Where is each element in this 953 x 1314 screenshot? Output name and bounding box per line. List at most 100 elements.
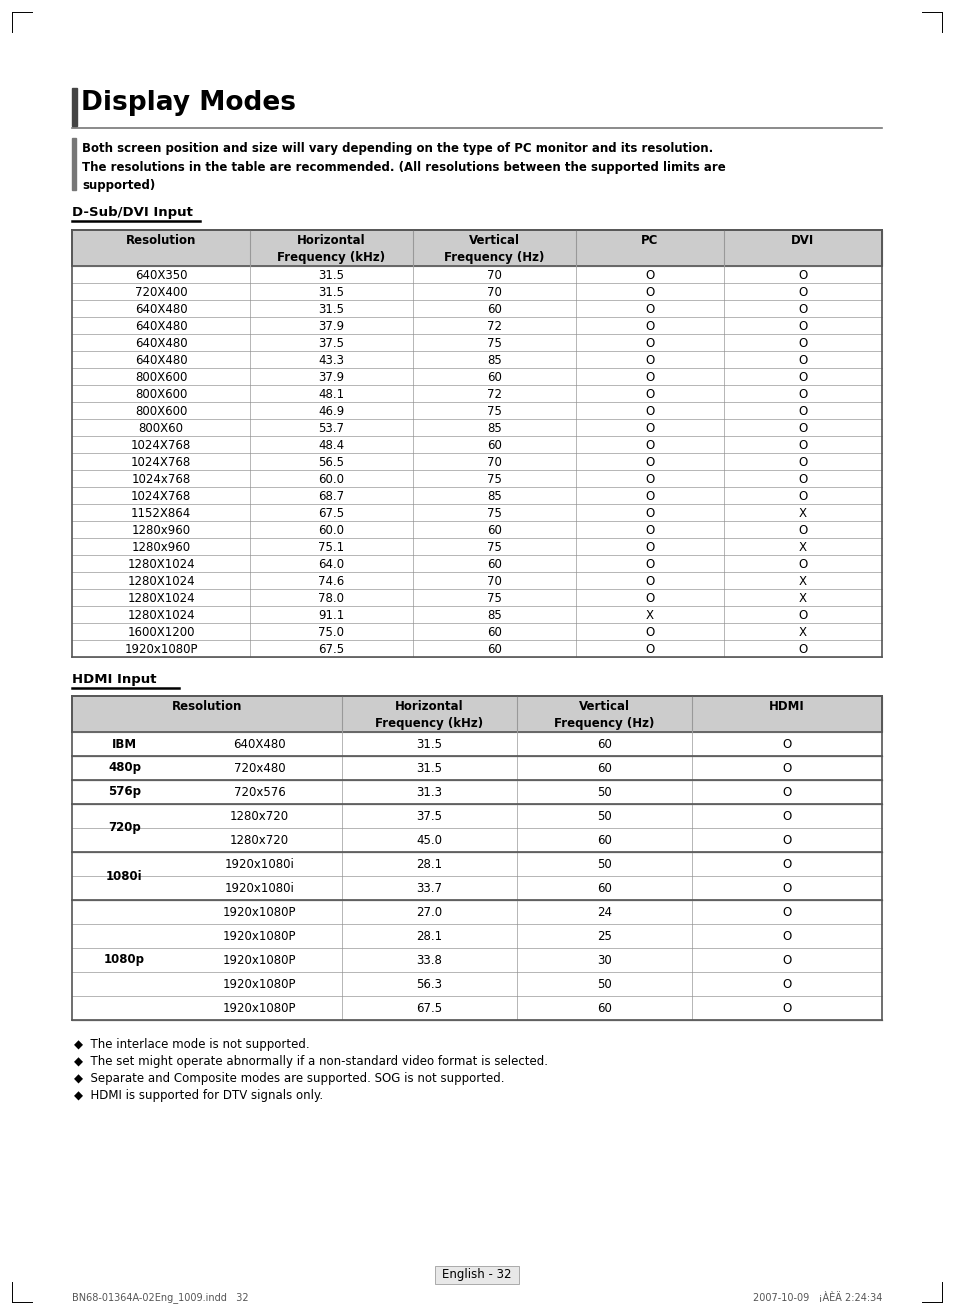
Text: O: O: [644, 269, 654, 283]
Text: 50: 50: [597, 786, 611, 799]
Text: 72: 72: [486, 321, 501, 332]
Text: ◆  The interlace mode is not supported.: ◆ The interlace mode is not supported.: [74, 1038, 310, 1051]
Text: 68.7: 68.7: [318, 490, 344, 503]
Text: X: X: [645, 608, 654, 622]
Text: O: O: [644, 321, 654, 332]
Text: 31.5: 31.5: [318, 269, 344, 283]
Text: 53.7: 53.7: [318, 422, 344, 435]
Text: O: O: [798, 321, 807, 332]
Text: O: O: [644, 286, 654, 300]
Text: 1280x960: 1280x960: [132, 524, 191, 537]
Text: 31.5: 31.5: [416, 762, 442, 775]
Text: Vertical
Frequency (Hz): Vertical Frequency (Hz): [444, 234, 544, 264]
Text: O: O: [644, 490, 654, 503]
Text: O: O: [798, 558, 807, 572]
Text: O: O: [798, 269, 807, 283]
Text: 25: 25: [597, 930, 611, 943]
Text: 720x576: 720x576: [233, 786, 285, 799]
Text: O: O: [798, 405, 807, 418]
Text: O: O: [781, 930, 791, 943]
Text: 60: 60: [597, 738, 611, 752]
Text: 1280X1024: 1280X1024: [127, 576, 194, 587]
Text: 70: 70: [487, 286, 501, 300]
Text: O: O: [798, 388, 807, 401]
Text: O: O: [798, 422, 807, 435]
Text: 640X350: 640X350: [134, 269, 187, 283]
Text: O: O: [798, 473, 807, 486]
Text: 640X480: 640X480: [134, 304, 187, 315]
Text: 78.0: 78.0: [318, 593, 344, 604]
Text: 1920x1080P: 1920x1080P: [222, 930, 296, 943]
Text: X: X: [799, 541, 806, 555]
Text: O: O: [798, 524, 807, 537]
Text: Horizontal
Frequency (kHz): Horizontal Frequency (kHz): [277, 234, 385, 264]
Text: O: O: [644, 593, 654, 604]
Text: 1280x720: 1280x720: [230, 834, 289, 848]
Text: 28.1: 28.1: [416, 858, 442, 871]
Text: O: O: [644, 304, 654, 315]
Text: X: X: [799, 593, 806, 604]
Text: 75: 75: [487, 593, 501, 604]
Text: 75: 75: [487, 541, 501, 555]
Text: 60: 60: [487, 439, 501, 452]
Text: X: X: [799, 507, 806, 520]
Text: 60.0: 60.0: [318, 473, 344, 486]
Text: 31.5: 31.5: [416, 738, 442, 752]
Text: 30: 30: [597, 954, 611, 967]
Text: O: O: [798, 371, 807, 384]
Text: 31.3: 31.3: [416, 786, 442, 799]
Text: 75: 75: [487, 336, 501, 350]
Text: 720p: 720p: [108, 821, 141, 834]
Text: 1920x1080P: 1920x1080P: [222, 954, 296, 967]
Text: 70: 70: [487, 269, 501, 283]
Text: 1920x1080P: 1920x1080P: [222, 1003, 296, 1014]
Text: Resolution: Resolution: [172, 700, 242, 714]
Text: 800X600: 800X600: [134, 405, 187, 418]
Text: O: O: [644, 524, 654, 537]
Text: O: O: [644, 625, 654, 639]
Text: 31.5: 31.5: [318, 304, 344, 315]
Text: 1600X1200: 1600X1200: [127, 625, 194, 639]
Text: O: O: [781, 834, 791, 848]
Text: 1024x768: 1024x768: [132, 473, 191, 486]
Text: 60: 60: [487, 524, 501, 537]
Text: O: O: [644, 439, 654, 452]
Bar: [71, 230, 882, 265]
Text: 45.0: 45.0: [416, 834, 442, 848]
Text: O: O: [798, 490, 807, 503]
Text: PC: PC: [640, 234, 658, 247]
Text: 74.6: 74.6: [318, 576, 344, 587]
Text: 1280X1024: 1280X1024: [127, 558, 194, 572]
Text: Display Modes: Display Modes: [81, 89, 295, 116]
Text: 75.0: 75.0: [318, 625, 344, 639]
Text: 1920x1080P: 1920x1080P: [222, 978, 296, 991]
Text: 50: 50: [597, 978, 611, 991]
Text: ◆  The set might operate abnormally if a non-standard video format is selected.: ◆ The set might operate abnormally if a …: [74, 1055, 547, 1068]
Text: 640X480: 640X480: [134, 321, 187, 332]
Bar: [71, 696, 882, 732]
Text: 1280X1024: 1280X1024: [127, 593, 194, 604]
Text: 70: 70: [487, 576, 501, 587]
Text: 67.5: 67.5: [318, 507, 344, 520]
Text: 1920x1080i: 1920x1080i: [224, 858, 294, 871]
Text: 75: 75: [487, 507, 501, 520]
Text: 31.5: 31.5: [318, 286, 344, 300]
Text: 60: 60: [487, 625, 501, 639]
Text: 640X480: 640X480: [134, 336, 187, 350]
Text: 60: 60: [597, 1003, 611, 1014]
Text: 720x480: 720x480: [233, 762, 285, 775]
Text: 85: 85: [487, 490, 501, 503]
Text: 46.9: 46.9: [318, 405, 344, 418]
Text: 1080i: 1080i: [106, 870, 143, 883]
Text: O: O: [644, 371, 654, 384]
Text: 56.5: 56.5: [318, 456, 344, 469]
Text: O: O: [781, 762, 791, 775]
Text: 70: 70: [487, 456, 501, 469]
Text: 60: 60: [487, 371, 501, 384]
Text: 1280x720: 1280x720: [230, 809, 289, 823]
Text: O: O: [798, 643, 807, 656]
Text: 37.9: 37.9: [318, 321, 344, 332]
Text: O: O: [781, 738, 791, 752]
Bar: [71, 138, 76, 191]
Text: O: O: [644, 456, 654, 469]
